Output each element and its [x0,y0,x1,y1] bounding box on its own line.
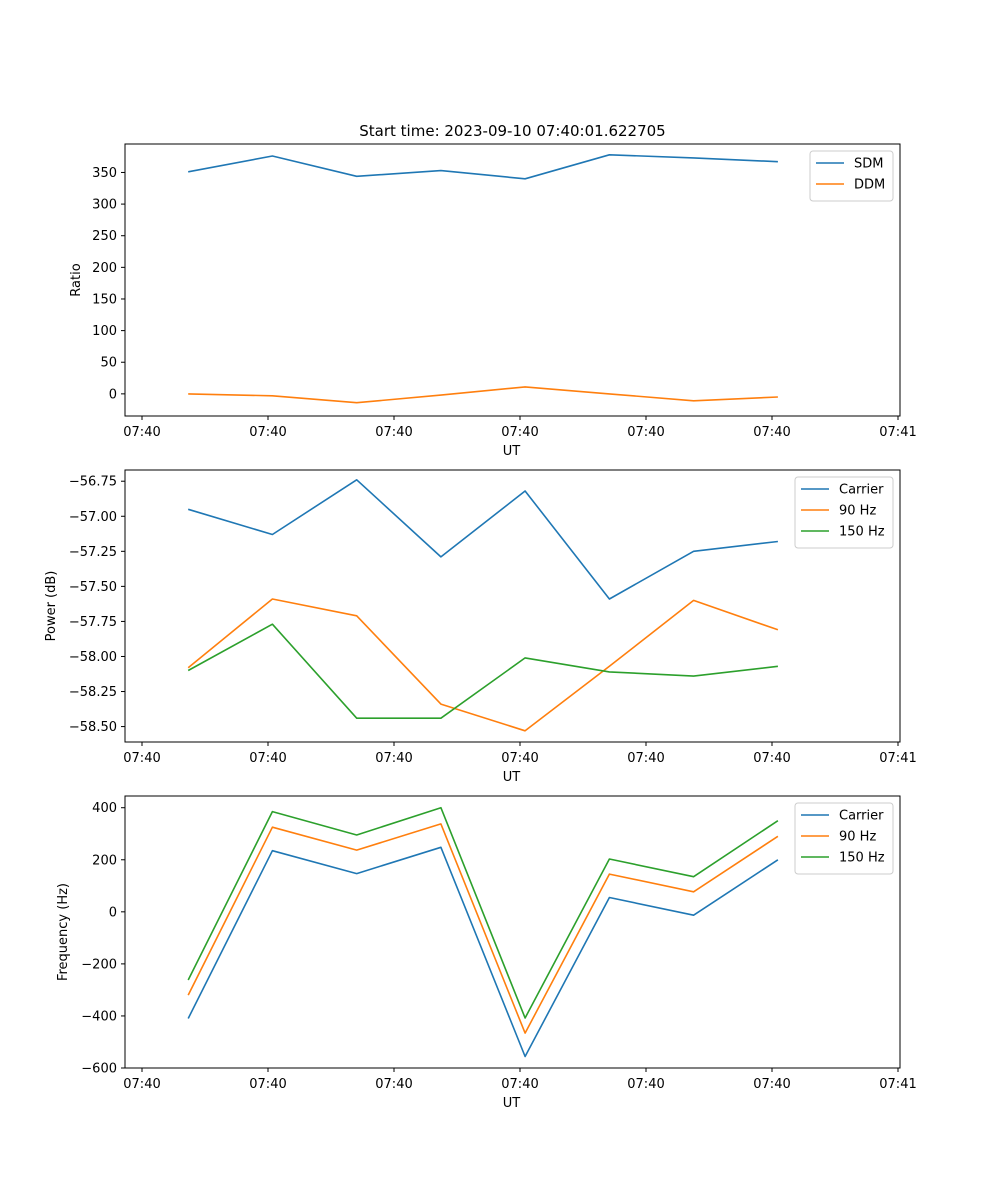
y-tick-label: −57.75 [69,615,117,630]
y-tick-label: −56.75 [69,475,117,490]
series-line-sdm [188,154,778,180]
series-line-carrier [187,846,779,1058]
x-tick-label: 07:40 [753,751,790,766]
series-line-90-hz [187,823,779,1034]
legend-label: SDM [854,157,883,172]
x-tick-label: 07:40 [375,425,412,440]
y-tick-label: −57.25 [69,545,117,560]
x-tick-label: 07:40 [123,425,160,440]
x-tick-label: 07:40 [501,751,538,766]
x-tick-label: 07:40 [501,425,538,440]
series-line-150-hz [187,806,779,1019]
x-tick-label: 07:40 [249,751,286,766]
subplot-1: 07:40 07:40 07:40 07:40 07:40 07:40 07:41 UT 0 50… [69,122,917,459]
x-tick-label: 07:40 [627,751,664,766]
y-tick-label: 0 [109,387,117,402]
chart-title: Start time: 2023-09-10 07:40:01.622705 [359,122,665,140]
y-tick-label: 200 [92,261,117,276]
x-tick-label: 07:40 [249,1077,286,1092]
y-tick-label: 0 [109,905,117,920]
y-tick-label: −600 [81,1062,117,1077]
y-tick-label: 350 [92,166,117,181]
x-tick-label: 07:40 [375,1077,412,1092]
y-axis-label: Power (dB) [44,571,59,642]
axes-frame [124,795,901,1069]
axes-frame [124,469,901,743]
legend: Carrier 90 Hz 150 Hz [794,476,894,549]
series-line-carrier [187,478,778,600]
x-axis-label: UT [503,1096,521,1111]
legend-label: Carrier [839,483,884,498]
y-tick-label: 50 [100,356,117,371]
y-tick-label: −57.00 [69,510,117,525]
y-tick-label: −58.25 [69,685,117,700]
x-tick-label: 07:40 [123,751,160,766]
y-tick-label: 250 [92,229,117,244]
x-tick-label: 07:41 [879,751,916,766]
y-tick-label: −400 [81,1009,117,1024]
legend-label: 150 Hz [839,525,885,540]
x-tick-label: 07:40 [375,751,412,766]
legend: SDM DDM [809,150,894,202]
y-tick-label: −200 [81,957,117,972]
legend-label: Carrier [839,809,884,824]
x-tick-label: 07:40 [753,1077,790,1092]
y-tick-label: −58.00 [69,650,117,665]
x-tick-label: 07:40 [627,1077,664,1092]
legend-label: 150 Hz [839,851,885,866]
x-tick-label: 07:40 [753,425,790,440]
axes-frame [124,143,901,417]
x-tick-label: 07:40 [123,1077,160,1092]
y-axis-label: Frequency (Hz) [56,883,71,981]
legend: Carrier 90 Hz 150 Hz [794,802,894,875]
series-line-150-hz [187,623,778,720]
y-tick-label: 400 [92,801,117,816]
y-tick-label: −57.50 [69,580,117,595]
y-tick-label: 100 [92,324,117,339]
y-tick-label: 200 [92,853,117,868]
legend-label: DDM [854,178,885,193]
subplot-2: 07:40 07:40 07:40 07:40 07:40 07:40 07:41 UT −58… [44,469,917,785]
y-tick-label: 300 [92,198,117,213]
x-tick-label: 07:41 [879,425,916,440]
legend-label: 90 Hz [839,830,876,845]
y-tick-label: 150 [92,292,117,307]
series-line-ddm [188,386,778,404]
subplot-3: 07:40 07:40 07:40 07:40 07:40 07:40 07:41 UT −60… [56,795,917,1111]
y-axis-label: Ratio [69,263,84,296]
x-axis-label: UT [503,444,521,459]
x-axis-label: UT [503,770,521,785]
x-tick-label: 07:40 [501,1077,538,1092]
x-tick-label: 07:40 [249,425,286,440]
series-line-90-hz [187,598,779,732]
legend-label: 90 Hz [839,504,876,519]
x-tick-label: 07:41 [879,1077,916,1092]
x-tick-label: 07:40 [627,425,664,440]
y-tick-label: −58.50 [69,720,117,735]
